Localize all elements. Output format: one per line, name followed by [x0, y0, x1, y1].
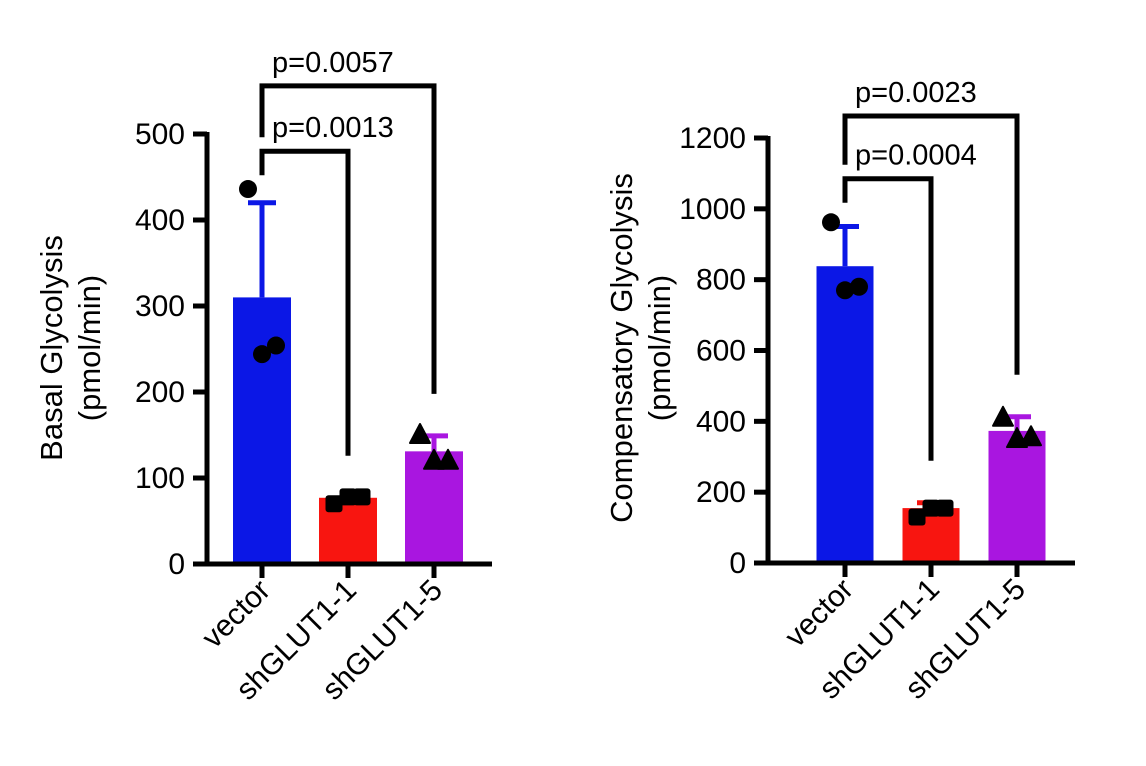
y-tick-label-200: 200 [135, 376, 185, 409]
data-point-shGLUT1-5-3 [1020, 425, 1042, 447]
y-axis-title-line-2: (pmol/min) [642, 275, 677, 421]
data-point-shGLUT1-5-2 [423, 448, 445, 470]
x-tick-label-vector: vector [779, 573, 860, 654]
data-point-shGLUT1-1-3 [353, 488, 371, 506]
y-tick-label-800: 800 [696, 264, 746, 297]
y-tick-label-200: 200 [696, 476, 746, 509]
chart-compensatory-glycolysis: 020040060080010001200vectorshGLUT1-1shGL… [604, 77, 1075, 706]
y-axis-title: Compensatory Glycolysis(pmol/min) [604, 173, 677, 523]
y-tick-label-600: 600 [696, 335, 746, 368]
bar-vector [816, 266, 874, 563]
y-axis-title-line-2: (pmol/min) [72, 275, 107, 421]
significance-bracket-2 [259, 83, 437, 394]
y-tick-label-400: 400 [135, 204, 185, 237]
data-point-shGLUT1-5-1 [992, 405, 1014, 427]
data-point-shGLUT1-1-2 [922, 499, 940, 517]
data-point-vector-1 [822, 213, 840, 232]
bar-shGLUT1-5 [405, 451, 463, 564]
data-point-shGLUT1-5-3 [437, 448, 459, 470]
y-tick-label-300: 300 [135, 290, 185, 323]
data-point-vector-3 [267, 336, 285, 355]
p-value-label-1: p=0.0004 [855, 140, 977, 172]
data-point-vector-2 [253, 345, 271, 364]
bar-shGLUT1-5 [988, 430, 1046, 563]
p-value-label-2: p=0.0057 [272, 47, 394, 79]
data-point-vector-2 [836, 281, 854, 300]
significance-bracket-1 [842, 176, 934, 461]
chart-basal-glycolysis: 0100200300400500vectorshGLUT1-1shGLUT1-5… [34, 47, 492, 707]
p-value-label-1: p=0.0013 [272, 112, 394, 144]
data-point-shGLUT1-1-1 [908, 508, 926, 526]
bar-vector [233, 297, 291, 564]
y-tick-label-500: 500 [135, 118, 185, 151]
y-tick-label-0: 0 [168, 548, 185, 581]
significance-bracket-2 [842, 113, 1020, 375]
y-tick-label-400: 400 [696, 405, 746, 438]
y-tick-label-1200: 1200 [679, 122, 746, 155]
significance-bracket-1 [259, 148, 351, 456]
data-point-shGLUT1-5-1 [409, 423, 431, 444]
y-axis-title-line-1: Basal Glycolysis [34, 235, 69, 461]
y-tick-label-1000: 1000 [679, 193, 746, 226]
y-axis-title: Basal Glycolysis(pmol/min) [34, 235, 107, 461]
p-value-label-2: p=0.0023 [855, 77, 977, 109]
data-point-vector-3 [850, 277, 868, 296]
data-point-shGLUT1-1-1 [325, 495, 343, 513]
data-point-vector-1 [239, 180, 257, 199]
y-tick-label-0: 0 [729, 547, 746, 580]
x-tick-label-vector: vector [196, 574, 277, 655]
data-point-shGLUT1-1-3 [936, 499, 954, 517]
y-axis-title-line-1: Compensatory Glycolysis [604, 173, 639, 523]
data-point-shGLUT1-1-2 [339, 488, 357, 506]
y-tick-label-100: 100 [135, 462, 185, 495]
